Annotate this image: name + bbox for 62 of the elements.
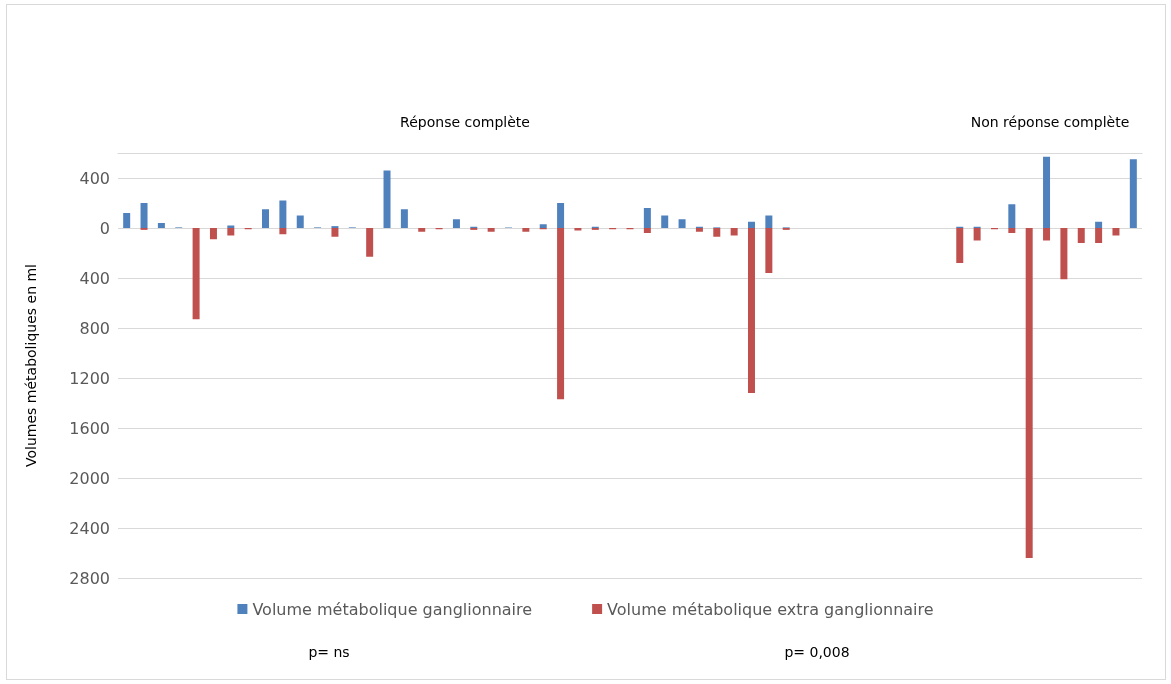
bar <box>557 203 565 228</box>
bar <box>678 219 686 228</box>
bar <box>695 228 703 232</box>
bar <box>157 223 165 228</box>
bar <box>643 208 651 228</box>
text: Réponse complète <box>400 114 530 130</box>
y-tick-label: 400 <box>79 268 110 288</box>
y-tick-label: 2800 <box>69 568 110 588</box>
y-axis-title: Volumes métaboliques en ml <box>23 264 39 467</box>
bar <box>730 228 738 236</box>
bar <box>661 215 669 228</box>
text: Non réponse complète <box>970 114 1130 130</box>
text: p= 0,008 <box>784 644 850 660</box>
bar <box>418 228 426 232</box>
bar <box>1025 228 1033 558</box>
bar <box>1095 228 1103 243</box>
legend-label: Volume métabolique extra ganglionnaire <box>607 599 934 619</box>
bar <box>487 228 495 232</box>
bar <box>1043 156 1051 228</box>
text: p= ns <box>308 644 350 660</box>
bar <box>1008 228 1016 233</box>
bar <box>1060 228 1068 280</box>
bar <box>765 228 773 273</box>
bar <box>279 200 287 228</box>
y-tick-label: 1600 <box>69 418 110 438</box>
bar <box>539 224 547 228</box>
bar <box>140 203 148 228</box>
bar <box>331 228 339 237</box>
bar <box>713 228 721 237</box>
bar <box>574 228 582 231</box>
bar <box>279 228 287 235</box>
bar <box>1095 221 1103 228</box>
y-tick-label: 1200 <box>69 368 110 388</box>
bar <box>1129 159 1137 228</box>
bar <box>123 213 131 228</box>
bar <box>262 209 270 228</box>
bar <box>522 228 530 232</box>
bar <box>209 228 217 240</box>
y-tick-label: 400 <box>79 168 110 188</box>
y-tick-label: 2400 <box>69 518 110 538</box>
bar <box>557 228 565 400</box>
bar <box>1008 204 1016 228</box>
bar <box>452 219 460 228</box>
bar <box>1112 228 1120 236</box>
y-tick-label: 800 <box>79 318 110 338</box>
bar <box>973 228 981 241</box>
bar <box>747 221 755 228</box>
bar <box>765 215 773 228</box>
bar <box>192 228 200 320</box>
bar <box>383 170 391 228</box>
bar <box>643 228 651 233</box>
bar <box>1077 228 1085 243</box>
bar <box>366 228 374 257</box>
bar <box>296 215 304 228</box>
bar <box>1043 228 1051 241</box>
y-tick-label: 0 <box>99 218 110 238</box>
bar <box>956 228 964 263</box>
bar <box>227 228 235 236</box>
legend-label: Volume métabolique ganglionnaire <box>252 599 533 619</box>
y-tick-label: 2000 <box>69 468 110 488</box>
bar <box>747 228 755 393</box>
bar <box>400 209 408 228</box>
